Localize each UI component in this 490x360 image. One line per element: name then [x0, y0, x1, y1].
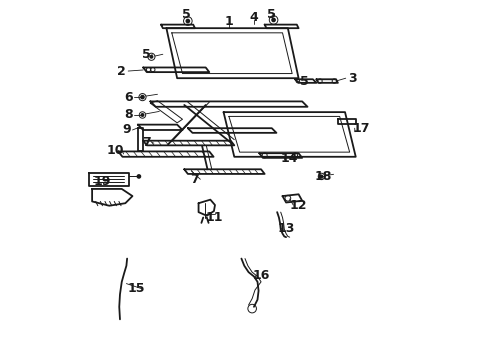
- Text: 19: 19: [94, 175, 111, 188]
- Text: 3: 3: [348, 72, 357, 85]
- Text: 8: 8: [124, 108, 133, 121]
- Text: 17: 17: [352, 122, 370, 135]
- Text: 18: 18: [315, 170, 332, 183]
- Text: 10: 10: [107, 144, 124, 157]
- Circle shape: [138, 175, 140, 178]
- Circle shape: [272, 18, 275, 21]
- Text: 14: 14: [281, 152, 298, 165]
- Text: 2: 2: [118, 64, 126, 77]
- Text: 11: 11: [206, 211, 223, 224]
- Text: 5: 5: [299, 75, 308, 88]
- Text: 9: 9: [123, 123, 131, 136]
- Text: 7: 7: [143, 136, 151, 149]
- Circle shape: [320, 175, 322, 177]
- Text: 4: 4: [249, 11, 258, 24]
- Circle shape: [141, 96, 144, 99]
- Text: 5: 5: [268, 9, 276, 22]
- Text: 7: 7: [191, 173, 199, 186]
- Text: 6: 6: [124, 91, 133, 104]
- Circle shape: [142, 114, 144, 116]
- Circle shape: [150, 56, 152, 58]
- Text: 16: 16: [252, 269, 270, 282]
- Text: 12: 12: [290, 198, 307, 212]
- Text: 5: 5: [182, 9, 191, 22]
- Circle shape: [186, 19, 189, 22]
- Text: 15: 15: [127, 283, 145, 296]
- Text: 1: 1: [224, 14, 233, 27]
- Text: 5: 5: [143, 48, 151, 61]
- Text: 13: 13: [277, 222, 295, 235]
